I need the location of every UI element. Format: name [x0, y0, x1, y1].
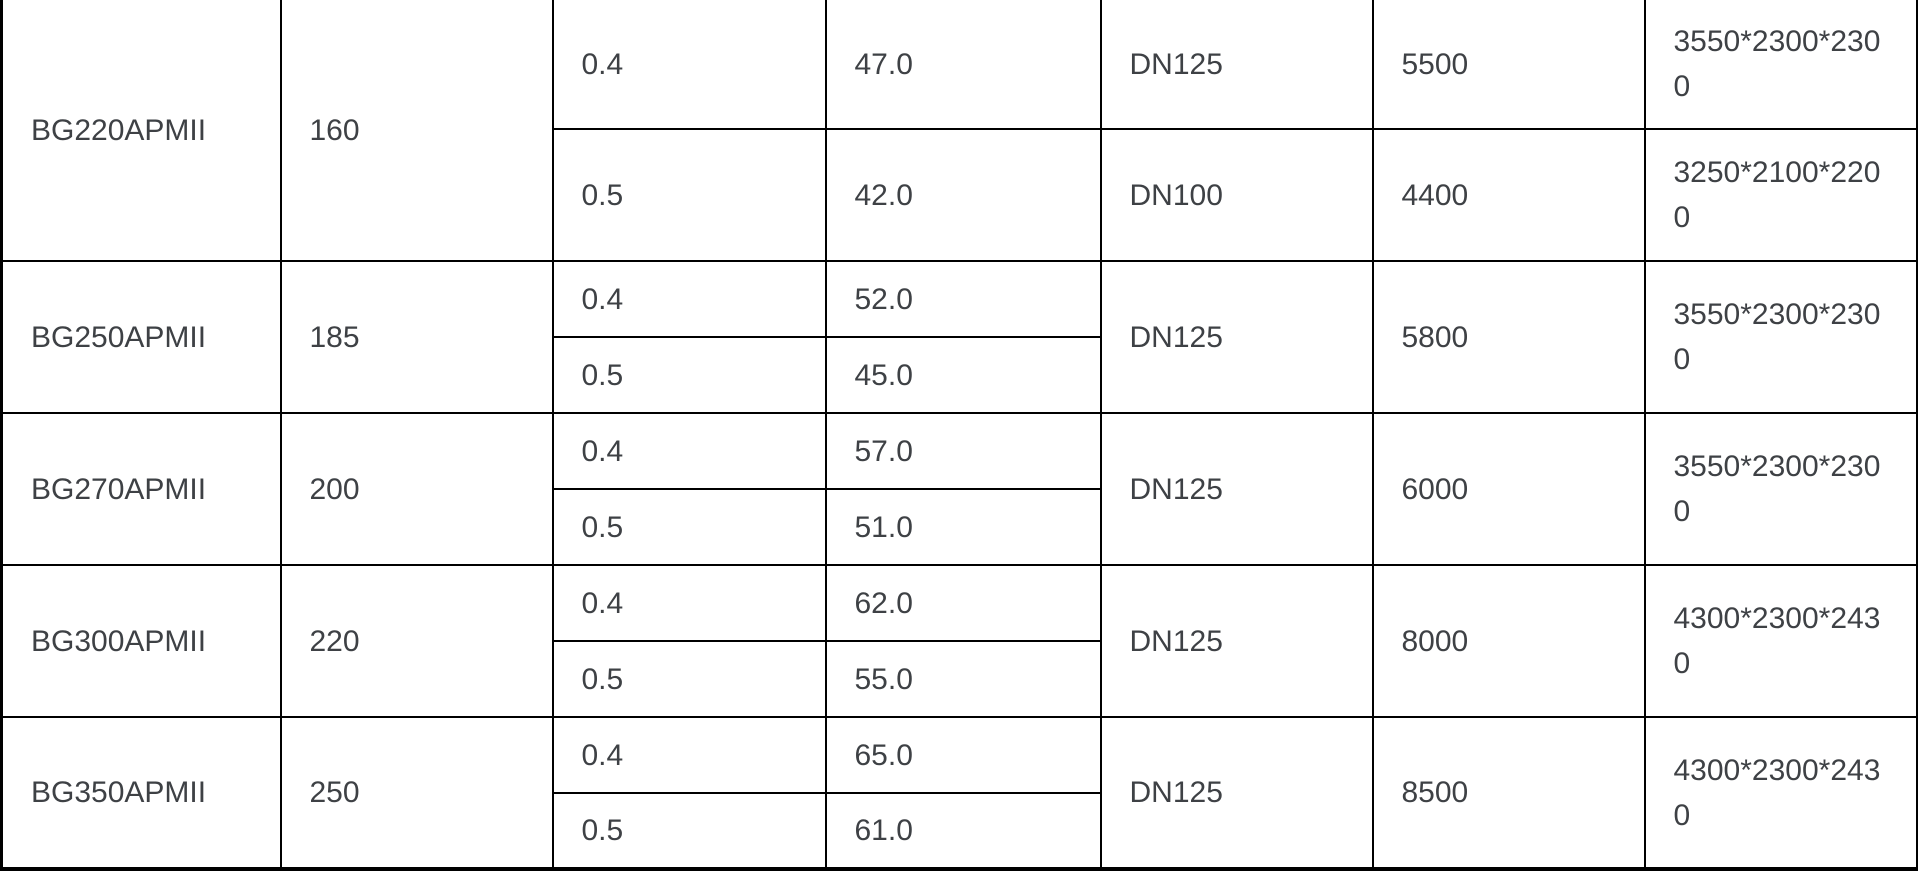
cell-pressure: 0.4 [551, 564, 827, 642]
table-row: 0.5 45.0 [2, 336, 1917, 414]
cell-capacity: 62.0 [824, 564, 1102, 642]
cell-weight: 8000 [1371, 564, 1646, 718]
cell-capacity: 61.0 [824, 792, 1102, 870]
cell-capacity: 55.0 [824, 640, 1102, 718]
cell-capacity: 51.0 [824, 488, 1102, 566]
cell-capacity: 57.0 [824, 412, 1102, 490]
cell-dimensions: 4300*2300*2430 [1643, 564, 1918, 718]
cell-pressure: 0.5 [551, 336, 827, 414]
table-row: BG250APMII 185 0.4 52.0 DN125 5800 3550*… [0, 260, 1918, 414]
table-row: BG220APMII 160 0.4 47.0 DN125 5500 3550*… [0, 0, 1918, 262]
cell-power: 250 [279, 716, 554, 870]
cell-pressure: 0.4 [551, 0, 827, 130]
cell-dimensions: 3550*2300*2300 [1643, 0, 1918, 130]
spec-table: BG220APMII 160 0.4 47.0 DN125 5500 3550*… [0, 0, 1918, 871]
cell-pressure: 0.4 [551, 716, 827, 794]
cell-weight: 4400 [1371, 128, 1646, 262]
cell-power: 220 [279, 564, 554, 718]
table-row: BG300APMII 220 0.4 62.0 DN125 8000 4300*… [0, 564, 1918, 718]
table-row: BG350APMII 250 0.4 65.0 DN125 8500 4300*… [0, 716, 1918, 870]
cell-capacity: 45.0 [824, 336, 1102, 414]
cell-dimensions: 3250*2100*2200 [1643, 128, 1918, 262]
table-row: 0.5 42.0 DN100 4400 3250*2100*2200 [2, 128, 1918, 262]
cell-outlet: DN100 [1099, 128, 1374, 262]
table-row: 0.5 51.0 [2, 488, 1917, 566]
cell-weight: 6000 [1371, 412, 1646, 566]
cell-model: BG270APMII [0, 412, 282, 566]
cell-outlet: DN125 [1099, 0, 1374, 130]
table-row: BG270APMII 200 0.4 57.0 DN125 6000 3550*… [0, 412, 1918, 566]
cell-model: BG250APMII [0, 260, 282, 414]
cell-weight: 5800 [1371, 260, 1646, 414]
cell-outlet: DN125 [1099, 564, 1374, 718]
cell-outlet: DN125 [1099, 412, 1374, 566]
cell-pressure: 0.5 [551, 792, 827, 870]
cell-dimensions: 3550*2300*2300 [1643, 260, 1918, 414]
cell-outlet: DN125 [1099, 260, 1374, 414]
table-row: 0.5 61.0 [2, 792, 1917, 870]
cell-pressure: 0.5 [551, 488, 827, 566]
table-row: 0.5 55.0 [2, 640, 1917, 718]
cell-capacity: 65.0 [824, 716, 1102, 794]
cell-capacity: 52.0 [824, 260, 1102, 338]
cell-model: BG350APMII [0, 716, 282, 870]
cell-pressure: 0.5 [551, 640, 827, 718]
cell-weight: 8500 [1371, 716, 1646, 870]
cell-power: 200 [279, 412, 554, 566]
cell-power: 160 [279, 0, 554, 262]
cell-pressure: 0.5 [551, 128, 827, 262]
cell-capacity: 42.0 [824, 128, 1102, 262]
cell-weight: 5500 [1371, 0, 1646, 130]
cell-model: BG300APMII [0, 564, 282, 718]
cell-dimensions: 3550*2300*2300 [1643, 412, 1918, 566]
cell-capacity: 47.0 [824, 0, 1102, 130]
cell-model: BG220APMII [0, 0, 282, 262]
cell-power: 185 [279, 260, 554, 414]
cell-pressure: 0.4 [551, 260, 827, 338]
cell-pressure: 0.4 [551, 412, 827, 490]
cell-outlet: DN125 [1099, 716, 1374, 870]
cell-dimensions: 4300*2300*2430 [1643, 716, 1918, 870]
